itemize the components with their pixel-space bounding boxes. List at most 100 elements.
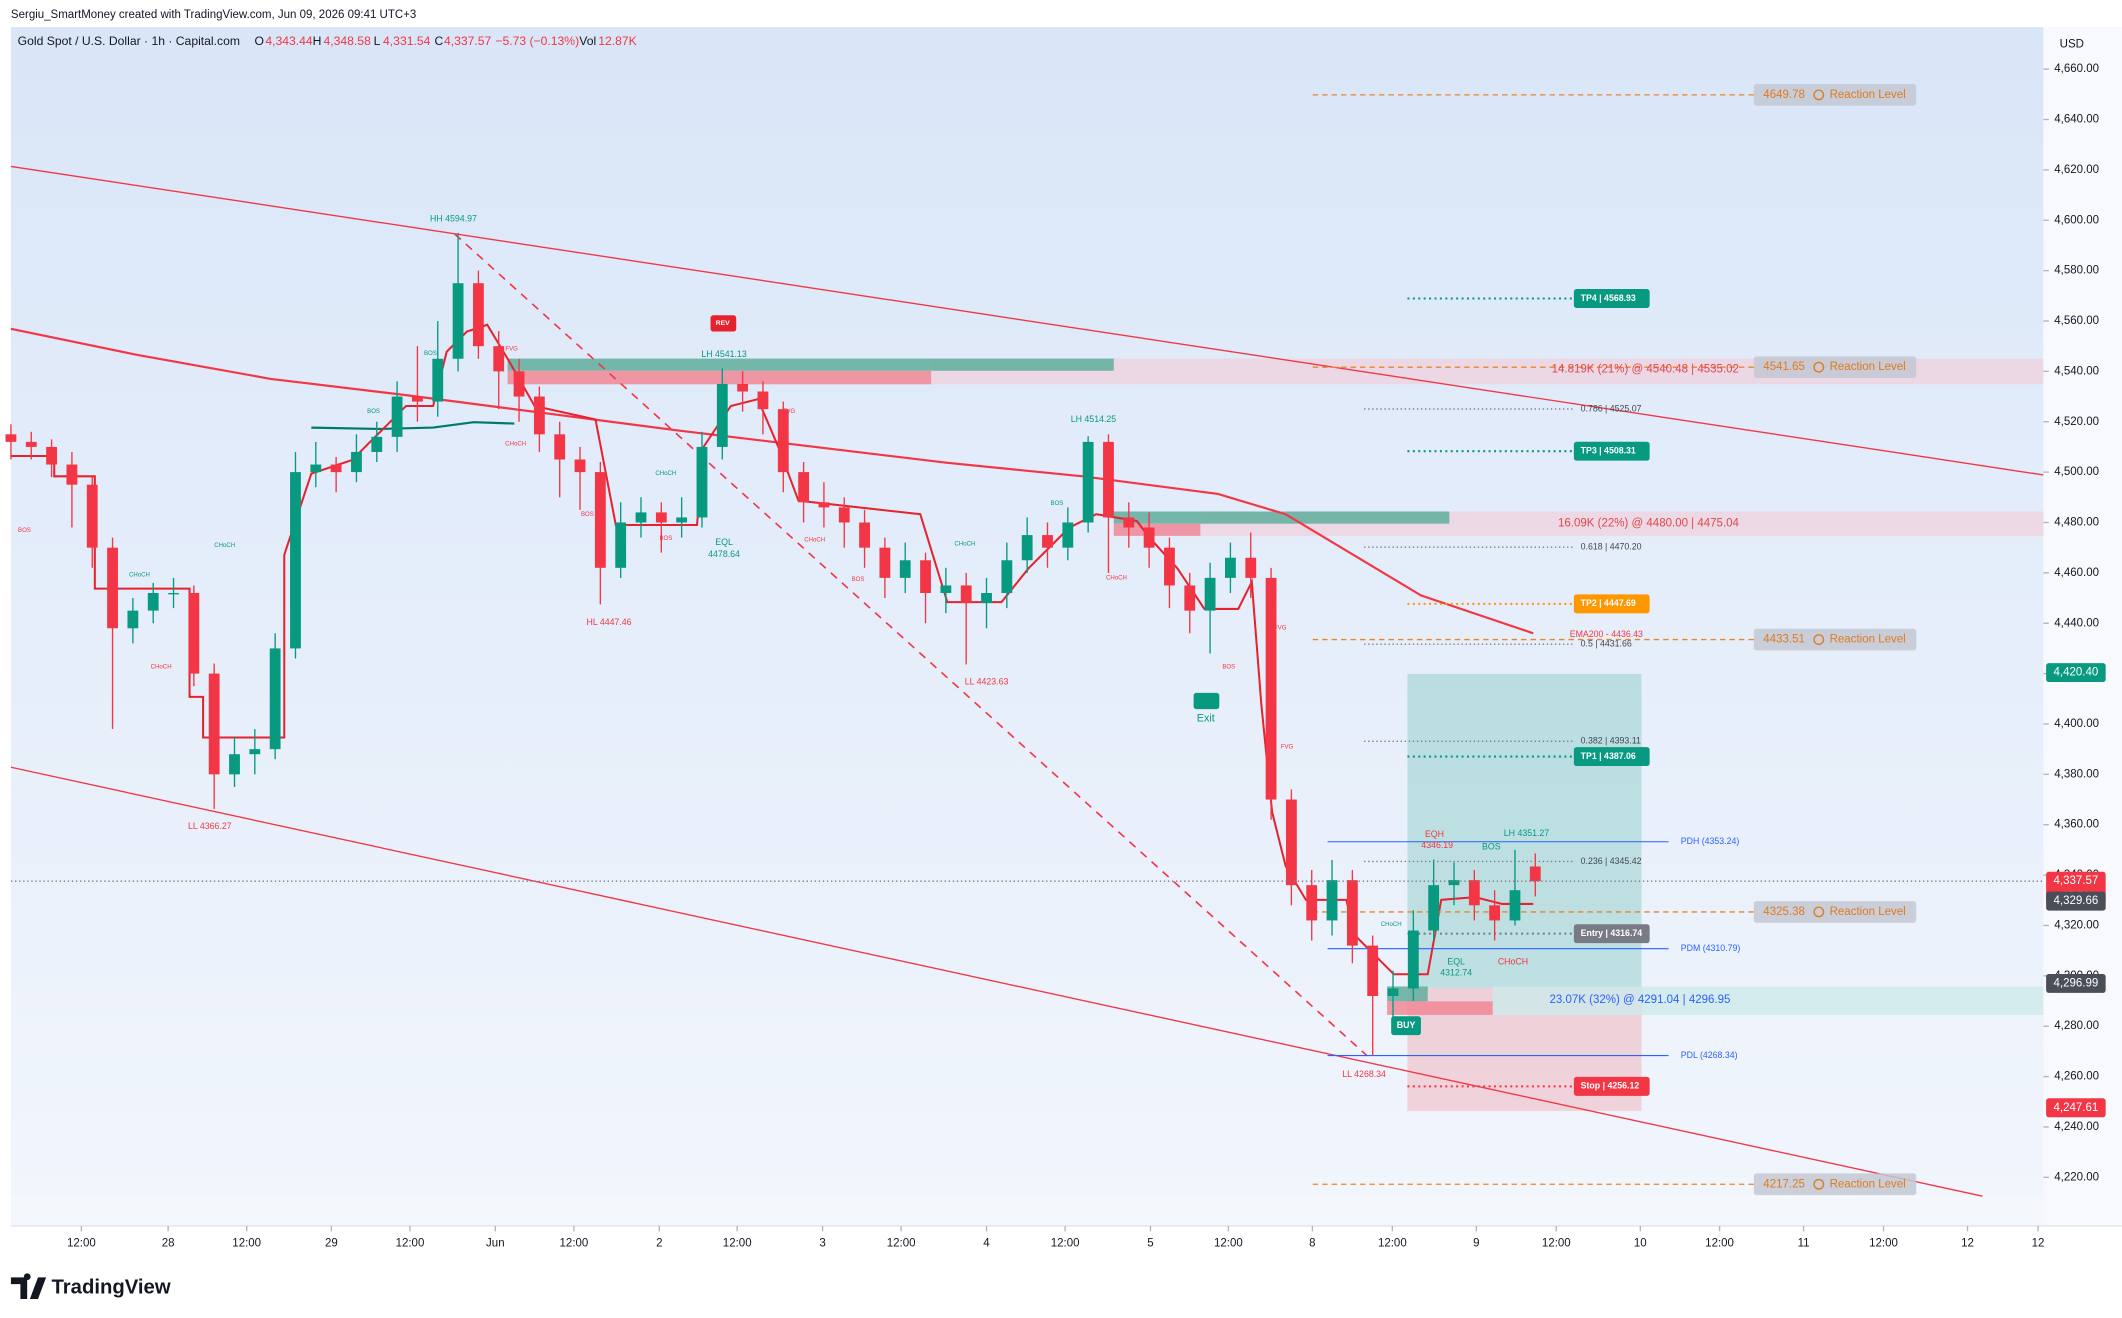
annotation: CHoCH bbox=[129, 572, 150, 579]
candle-body bbox=[1143, 527, 1155, 548]
target-badge bbox=[1573, 1076, 1650, 1096]
candle-body bbox=[696, 446, 708, 518]
candle-body bbox=[594, 472, 606, 568]
x-tick-label: 28 bbox=[162, 1238, 175, 1250]
x-tick-label: 10 bbox=[1634, 1238, 1647, 1250]
annotation: CHoCH bbox=[214, 542, 235, 549]
candle-body bbox=[412, 396, 423, 402]
price-badge-label: 4,337.57 bbox=[2054, 875, 2099, 887]
candle-body bbox=[615, 522, 627, 568]
order-block-bull bbox=[1113, 511, 1450, 524]
price-badge bbox=[2046, 1098, 2106, 1118]
x-tick-label: 12:00 bbox=[1051, 1238, 1080, 1250]
x-tick-label: 12:00 bbox=[560, 1238, 589, 1250]
candle-body bbox=[1021, 535, 1033, 561]
price-axis bbox=[2043, 27, 2122, 1226]
annotation: EMA200 - 4436.43 bbox=[1570, 629, 1643, 639]
exit-badge bbox=[1193, 692, 1220, 710]
candle-body bbox=[452, 283, 464, 359]
reaction-icon bbox=[1813, 1178, 1825, 1190]
candle-body bbox=[1082, 441, 1094, 523]
reaction-value: 4325.38 bbox=[1763, 906, 1805, 918]
candle-body bbox=[391, 396, 403, 437]
x-tick-label: 12 bbox=[1961, 1238, 1974, 1250]
reaction-label: Reaction Level bbox=[1830, 906, 1906, 918]
target-label: Entry | 4316.74 bbox=[1581, 928, 1643, 938]
annotation: EQL bbox=[715, 537, 733, 547]
candle-body bbox=[290, 472, 301, 649]
ohlc-header: 4,331.54 bbox=[383, 34, 431, 48]
candle-body bbox=[818, 502, 830, 508]
y-tick-label: 4,600.00 bbox=[2054, 214, 2099, 226]
order-block-bear bbox=[1387, 1001, 1493, 1015]
reaction-badge bbox=[1753, 1173, 1917, 1196]
reaction-badge bbox=[1753, 84, 1917, 106]
annotation: 4478.64 bbox=[708, 549, 740, 559]
price-badge-label: 4,329.66 bbox=[2054, 895, 2099, 907]
candle-body bbox=[1042, 535, 1053, 548]
annotation: CHoCH bbox=[954, 541, 975, 548]
candle-body bbox=[1428, 885, 1440, 931]
annotation: LL 4268.34 bbox=[1342, 1069, 1386, 1079]
annotation: BOS bbox=[424, 350, 437, 357]
ohlc-header: L bbox=[374, 34, 381, 48]
candle-body bbox=[371, 436, 383, 452]
logo-icon bbox=[10, 1273, 47, 1300]
reaction-value: 4649.78 bbox=[1763, 89, 1805, 101]
annotation: LH 4351.27 bbox=[1504, 828, 1550, 838]
candle-body bbox=[229, 754, 240, 775]
fib-label: 0.618 | 4470.20 bbox=[1581, 541, 1642, 551]
candle-body bbox=[147, 593, 159, 611]
x-tick-label: 12:00 bbox=[1542, 1238, 1571, 1250]
annotation: CHoCH bbox=[1106, 574, 1127, 581]
candle-body bbox=[269, 648, 281, 750]
candle-body bbox=[798, 472, 810, 503]
annotation: BOS bbox=[18, 527, 31, 534]
candle-body bbox=[1468, 880, 1480, 906]
x-tick-label: 12:00 bbox=[1869, 1238, 1898, 1250]
annotation: EQL bbox=[1447, 956, 1465, 966]
fib-label: 0.786 | 4525.07 bbox=[1581, 403, 1642, 413]
annotation: BOS bbox=[1051, 500, 1064, 507]
x-tick-label: 12:00 bbox=[232, 1238, 261, 1250]
candle-body bbox=[635, 512, 647, 523]
reaction-label: Reaction Level bbox=[1830, 634, 1906, 646]
candle-body bbox=[757, 391, 769, 410]
candle-body bbox=[940, 585, 952, 594]
y-tick-label: 4,280.00 bbox=[2054, 1020, 2099, 1032]
y-tick-label: 4,400.00 bbox=[2054, 718, 2099, 730]
annotation: BOS bbox=[581, 511, 594, 518]
y-tick-label: 4,660.00 bbox=[2054, 63, 2099, 75]
annotation: BOS bbox=[1482, 841, 1501, 851]
candle-body bbox=[1001, 560, 1013, 594]
y-tick-label: 4,440.00 bbox=[2054, 617, 2099, 629]
candle-body bbox=[249, 749, 261, 755]
target-label: Stop | 4256.12 bbox=[1581, 1081, 1640, 1091]
candle-body bbox=[1489, 905, 1501, 921]
reaction-value: 4541.65 bbox=[1763, 361, 1805, 373]
candle-body bbox=[777, 409, 789, 473]
channel-bottom bbox=[10, 766, 1983, 1197]
candle-body bbox=[1387, 988, 1399, 996]
annotation: FVG bbox=[783, 408, 796, 415]
annotation: BOS bbox=[1222, 664, 1235, 671]
candle-body bbox=[676, 517, 688, 523]
fib-label: 0.236 | 4345.42 bbox=[1581, 856, 1642, 866]
ohlc-header: 4,348.58 bbox=[324, 34, 372, 48]
x-tick-label: 12:00 bbox=[67, 1238, 96, 1250]
volume-zone-label: 23.07K (32%) @ 4291.04 | 4296.95 bbox=[1549, 994, 1730, 1006]
x-tick-label: 5 bbox=[1147, 1238, 1153, 1250]
y-tick-label: 4,580.00 bbox=[2054, 265, 2099, 277]
candle-body bbox=[513, 371, 525, 397]
y-tick-label: 4,500.00 bbox=[2054, 466, 2099, 478]
attribution: Sergiu_SmartMoney created with TradingVi… bbox=[11, 9, 416, 21]
candle-body bbox=[5, 434, 17, 442]
candle-body bbox=[1529, 866, 1541, 882]
x-tick-label: 12:00 bbox=[723, 1238, 752, 1250]
annotation: CHoCH bbox=[505, 440, 526, 447]
candle-body bbox=[716, 383, 728, 447]
candle-body bbox=[533, 396, 545, 435]
symbol-title: Gold Spot / U.S. Dollar · 1h · Capital.c… bbox=[18, 34, 240, 48]
target-badge bbox=[1573, 747, 1650, 767]
candle-body bbox=[310, 464, 322, 473]
